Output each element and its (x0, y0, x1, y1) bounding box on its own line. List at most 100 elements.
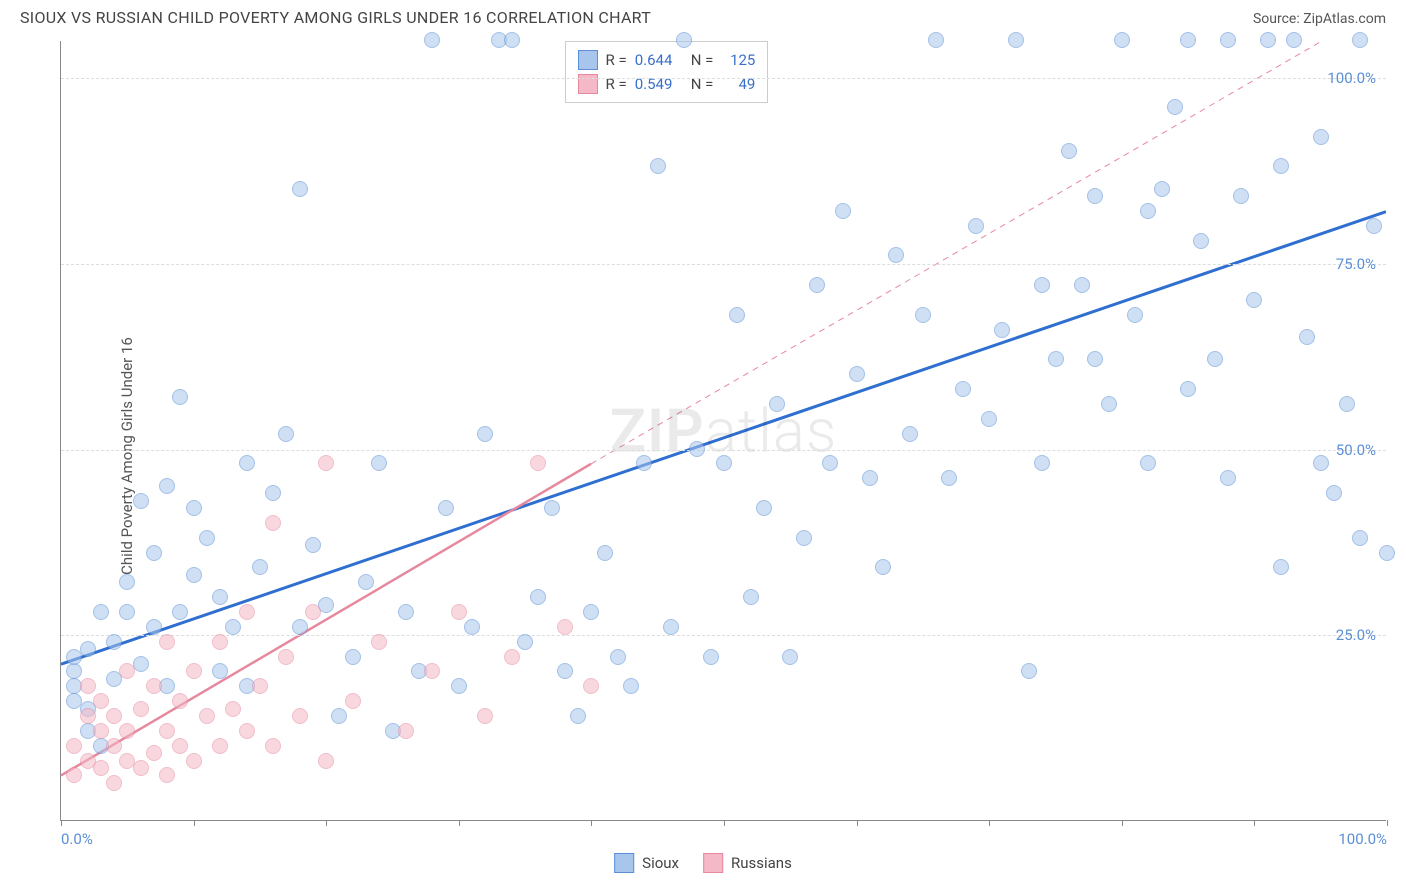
chart-title: SIOUX VS RUSSIAN CHILD POVERTY AMONG GIR… (20, 8, 651, 27)
data-point (583, 604, 599, 620)
data-point (172, 604, 188, 620)
x-tick (1254, 820, 1255, 826)
x-tick-label: 0.0% (61, 830, 93, 848)
data-point (146, 745, 162, 761)
r-value: 0.549 (635, 72, 683, 96)
legend-swatch (578, 50, 598, 70)
bottom-legend: SiouxRussians (614, 853, 792, 873)
data-point (1193, 233, 1209, 249)
data-point (1101, 396, 1117, 412)
data-point (597, 545, 613, 561)
data-point (1167, 99, 1183, 115)
data-point (212, 634, 228, 650)
data-point (133, 760, 149, 776)
y-tick-label: 75.0% (1336, 255, 1376, 273)
data-point (703, 649, 719, 665)
data-point (716, 455, 732, 471)
data-point (557, 663, 573, 679)
trend-lines-layer (61, 41, 1386, 820)
data-point (636, 455, 652, 471)
data-point (212, 738, 228, 754)
data-point (743, 589, 759, 605)
stats-legend-row: R =0.549N =49 (578, 72, 756, 96)
n-value: 49 (721, 72, 755, 96)
source-link[interactable]: ZipAtlas.com (1303, 11, 1386, 27)
data-point (93, 693, 109, 709)
data-point (186, 663, 202, 679)
n-label: N = (691, 48, 714, 72)
data-point (623, 678, 639, 694)
data-point (292, 619, 308, 635)
data-point (888, 247, 904, 263)
chart-container: Child Poverty Among Girls Under 16 ZIPat… (0, 31, 1406, 881)
data-point (278, 649, 294, 665)
legend-swatch (703, 853, 723, 873)
data-point (1220, 32, 1236, 48)
data-point (1154, 181, 1170, 197)
data-point (1339, 396, 1355, 412)
trend-line (61, 464, 591, 776)
data-point (159, 478, 175, 494)
data-point (809, 277, 825, 293)
stats-legend-row: R =0.644N =125 (578, 48, 756, 72)
data-point (729, 307, 745, 323)
data-point (981, 411, 997, 427)
data-point (822, 455, 838, 471)
data-point (199, 708, 215, 724)
legend-item: Russians (703, 853, 792, 873)
legend-swatch (614, 853, 634, 873)
trend-line (61, 212, 1386, 665)
data-point (318, 455, 334, 471)
data-point (1352, 530, 1368, 546)
data-point (1286, 32, 1302, 48)
data-point (477, 426, 493, 442)
data-point (172, 738, 188, 754)
data-point (239, 455, 255, 471)
data-point (398, 604, 414, 620)
data-point (1021, 663, 1037, 679)
data-point (252, 678, 268, 694)
data-point (292, 181, 308, 197)
data-point (517, 634, 533, 650)
r-value: 0.644 (635, 48, 683, 72)
data-point (331, 708, 347, 724)
trend-line (591, 41, 1386, 464)
data-point (159, 723, 175, 739)
data-point (398, 723, 414, 739)
data-point (358, 574, 374, 590)
source-label: Source: (1253, 11, 1300, 27)
gridline (61, 450, 1386, 451)
data-point (265, 485, 281, 501)
data-point (66, 738, 82, 754)
data-point (1087, 351, 1103, 367)
data-point (186, 753, 202, 769)
data-point (928, 32, 944, 48)
y-tick-label: 50.0% (1336, 441, 1376, 459)
data-point (955, 381, 971, 397)
x-tick (857, 820, 858, 826)
n-value: 125 (721, 48, 755, 72)
data-point (106, 708, 122, 724)
data-point (1034, 277, 1050, 293)
data-point (212, 589, 228, 605)
data-point (225, 701, 241, 717)
data-point (225, 619, 241, 635)
data-point (119, 604, 135, 620)
data-point (1326, 485, 1342, 501)
data-point (451, 678, 467, 694)
x-tick-label: 100.0% (1338, 830, 1387, 848)
r-label: R = (606, 72, 627, 96)
data-point (186, 500, 202, 516)
data-point (1352, 32, 1368, 48)
data-point (862, 470, 878, 486)
data-point (544, 500, 560, 516)
data-point (66, 663, 82, 679)
data-point (106, 775, 122, 791)
x-tick (591, 820, 592, 826)
data-point (1260, 32, 1276, 48)
data-point (133, 701, 149, 717)
y-tick-label: 100.0% (1327, 69, 1376, 87)
data-point (1087, 188, 1103, 204)
data-point (756, 500, 772, 516)
data-point (464, 619, 480, 635)
